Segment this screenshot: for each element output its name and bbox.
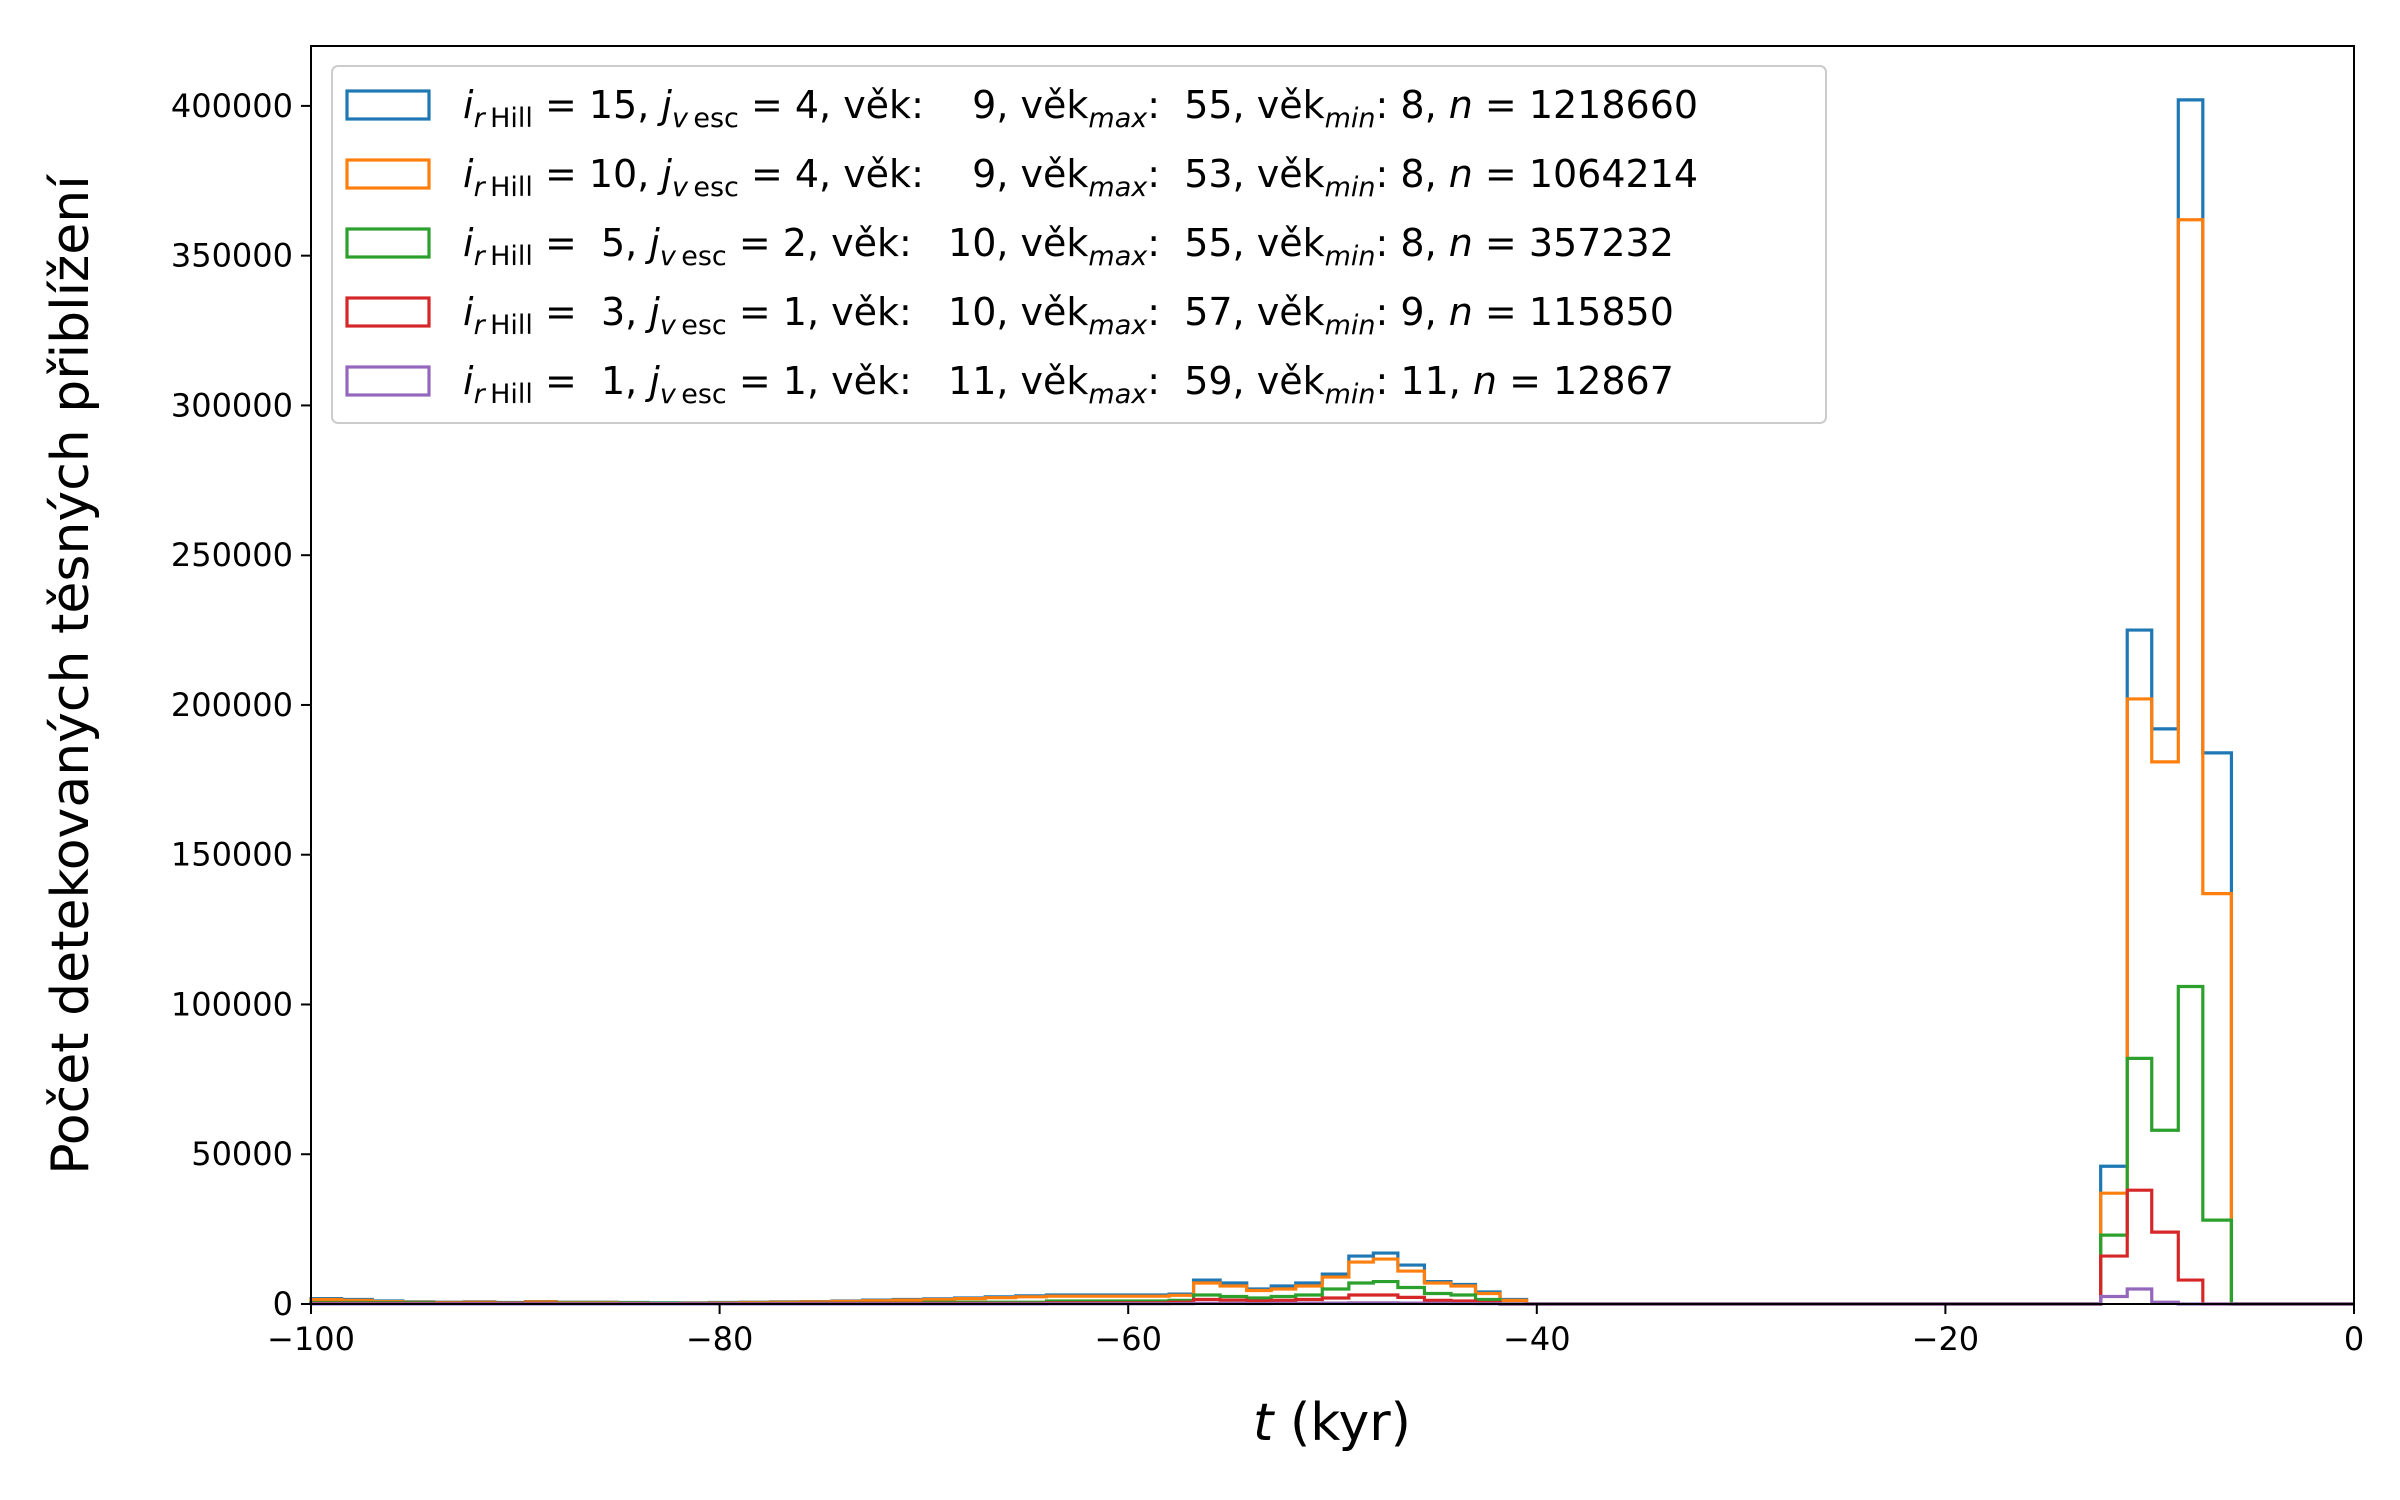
legend-swatch-2 [345,158,431,190]
y-tick-label: 0 [273,1285,293,1323]
y-tick-label: 250000 [171,536,293,574]
legend-swatch-3 [345,227,431,259]
y-tick-label: 50000 [191,1135,293,1173]
legend-swatch-5 [345,365,431,397]
x-axis-unit: (kyr) [1273,1393,1411,1453]
legend-entry-4: ir Hill = 3, jv esc = 1, věk: 10, věkmax… [463,290,1674,341]
x-tick-label: −60 [1094,1320,1162,1358]
x-tick-label: −100 [267,1320,355,1358]
plot-frame [310,45,2355,1305]
y-axis: 0 50000 100000 150000 200000 250000 300000 3500… [171,87,311,1323]
y-tick-label: 350000 [171,237,293,275]
legend-entry-3: ir Hill = 5, jv esc = 2, věk: 10, věkmax… [463,221,1674,272]
legend-box [331,65,1827,424]
legend-entry-5: ir Hill = 1, jv esc = 1, věk: 11, věkmax… [463,359,1674,410]
y-tick-label: 150000 [171,836,293,874]
legend-entry-2: ir Hill = 10, jv esc = 4, věk: 9, věkmax… [463,152,1698,203]
y-axis-label: Počet detekovaných těsných přiblížení [41,174,101,1175]
legend-swatch-4 [345,296,431,328]
legend: ir Hill = 15, jv esc = 4, věk: 9, věkmax… [331,65,1827,424]
x-axis-variable: t [1253,1393,1275,1453]
legend-swatch-1 [345,89,431,121]
x-tick-label: 0 [2344,1320,2364,1358]
x-axis: −100 −80 −60 −40 −20 0 [267,1304,2364,1358]
x-axis-label: t (kyr) [1253,1393,1411,1453]
y-tick-label: 400000 [171,87,293,125]
legend-entry-1: ir Hill = 15, jv esc = 4, věk: 9, věkmax… [463,83,1698,134]
y-tick-label: 300000 [171,386,293,424]
y-tick-label: 200000 [171,686,293,724]
x-tick-label: −40 [1503,1320,1571,1358]
x-tick-label: −20 [1912,1320,1980,1358]
x-tick-label: −80 [686,1320,754,1358]
y-tick-label: 100000 [171,985,293,1023]
